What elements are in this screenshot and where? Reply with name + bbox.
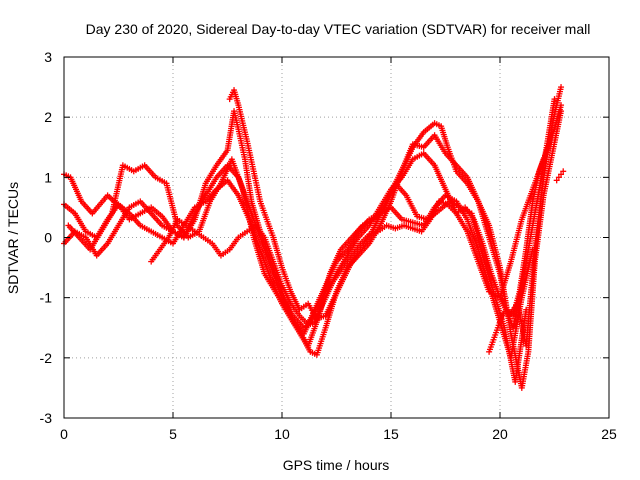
x-tick-label: 15	[383, 426, 399, 442]
y-tick-label: -2	[40, 350, 53, 366]
x-axis-label: GPS time / hours	[283, 457, 390, 473]
x-tick-label: 0	[60, 426, 68, 442]
y-tick-label: 1	[44, 169, 52, 185]
y-axis-label: SDTVAR / TECUs	[5, 182, 21, 294]
y-tick-label: 3	[44, 49, 52, 65]
y-tick-label: -1	[40, 290, 53, 306]
y-tick-label: 2	[44, 109, 52, 125]
grid	[64, 57, 609, 418]
x-tick-label: 25	[601, 426, 617, 442]
y-tick-label: 0	[44, 230, 52, 246]
chart-title: Day 230 of 2020, Sidereal Day-to-day VTE…	[86, 21, 591, 37]
y-tick-label: -3	[40, 410, 53, 426]
x-tick-label: 10	[274, 426, 290, 442]
x-tick-label: 20	[492, 426, 508, 442]
data-points	[61, 84, 567, 391]
x-tick-label: 5	[169, 426, 177, 442]
